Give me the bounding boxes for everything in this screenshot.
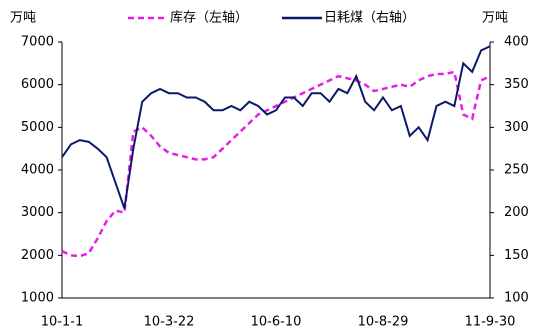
y-tick-label: 3000 [21, 205, 54, 220]
x-tick-label: 10-3-22 [144, 315, 195, 330]
x-tick-label: 10-6-10 [251, 315, 302, 330]
x-tick-label: 11-9-30 [465, 315, 516, 330]
y-tick-label: 6000 [21, 77, 54, 92]
series-line [61, 45, 491, 209]
y-tick-label: 5000 [21, 120, 54, 135]
legend-label: 库存（左轴） [170, 10, 248, 26]
y2-tick-label: 350 [504, 77, 529, 92]
y-tick-label: 7000 [21, 35, 54, 50]
y2-tick-label: 400 [504, 35, 529, 50]
y2-tick-label: 100 [504, 291, 529, 306]
y2-axis-label: 万吨 [482, 11, 508, 26]
y-axis-label: 万吨 [10, 11, 36, 26]
y2-tick-label: 200 [504, 205, 529, 220]
y-tick-label: 2000 [21, 248, 54, 263]
y2-tick-label: 300 [504, 120, 529, 135]
y2-tick-label: 150 [504, 248, 529, 263]
y-tick-label: 1000 [21, 291, 54, 306]
series-line [61, 70, 491, 258]
x-tick-label: 10-8-29 [358, 315, 409, 330]
legend-label: 日耗煤（右轴） [324, 11, 415, 26]
x-tick-label: 10-1-1 [41, 315, 83, 330]
y-tick-label: 4000 [21, 163, 54, 178]
y2-tick-label: 250 [504, 163, 529, 178]
